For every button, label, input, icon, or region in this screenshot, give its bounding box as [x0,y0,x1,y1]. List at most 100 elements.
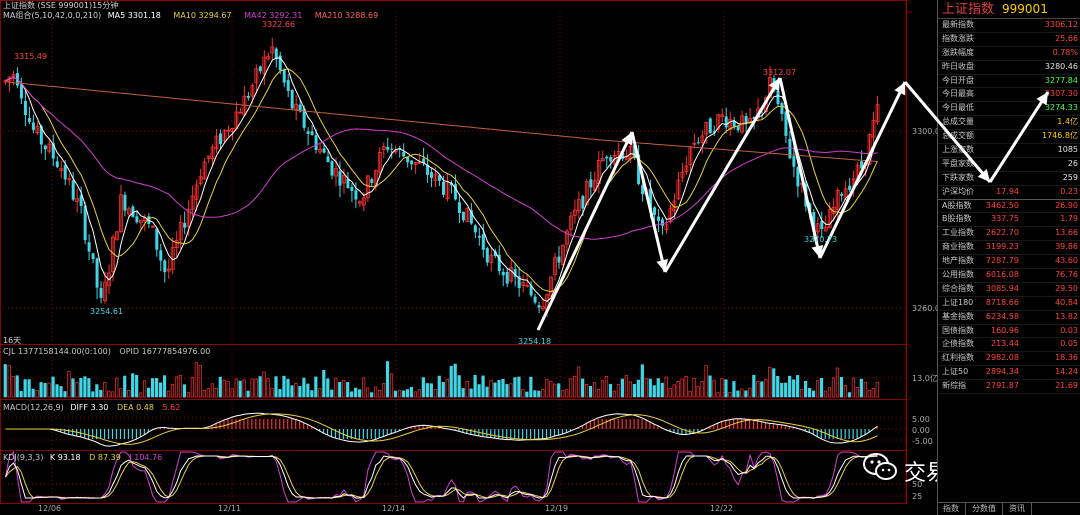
volume-bar [63,391,67,398]
index-label: B股指数 [942,214,972,224]
candle-body [616,151,621,156]
index-row[interactable]: 国债指数 160.96 0.03 [938,325,1080,339]
candle-body [422,158,426,164]
quote-row: 总成交额 1746.8亿 [938,130,1080,145]
volume-bar [338,381,342,398]
quote-value: 3274.33 [1044,103,1078,113]
candle-body [286,80,290,91]
quote-value: 0.78% [1052,47,1078,57]
volume-bar [135,374,139,398]
volume-bar [465,380,469,398]
candle-body [194,184,199,200]
volume-bar [847,392,851,398]
candle-body [354,190,358,200]
candle-body [637,154,641,185]
volume-bar [358,389,362,398]
index-row[interactable]: 红利指数 2982.08 18.36 [938,352,1080,367]
volume-bar [19,391,23,398]
high-label-2: 3322.66 [262,20,296,29]
candle-body [163,260,167,273]
quote-row: 下跌家数 259 [938,172,1080,186]
index-row[interactable]: 地产指数 7287.79 43.60 [938,255,1080,270]
index-label: 地产指数 [942,256,974,266]
index-row[interactable]: 公用指数 6016.08 76.76 [938,269,1080,283]
panel-tab-2[interactable]: 资讯 [1003,503,1032,515]
quote-value: 1746.8亿 [1042,131,1078,141]
volume-bar [55,384,59,398]
trend-arrow-line [778,77,822,259]
index-label: 国债指数 [942,325,974,335]
volume-bar [831,377,836,398]
volume-bar [306,383,310,398]
volume-name: CJL 1377158144.00(0:100) [3,347,111,356]
volume-bar [565,389,569,398]
candle-body [477,235,481,238]
index-label: 红利指数 [942,353,974,363]
quote-label: 总成交量 [942,117,974,127]
volume-bar [529,376,533,398]
candle-body [127,208,131,215]
index-label: 综合指数 [942,283,974,293]
volume-bar [115,377,119,398]
volume-bar [354,387,358,398]
macd-diff-line [5,412,878,447]
volume-bar [222,379,226,398]
date-label-1: 12/11 [218,504,242,513]
panel-tab-0[interactable]: 指数 [937,503,966,515]
hs-avg-row[interactable]: 沪深均价 17.94 0.23 [938,186,1080,200]
volume-bar [421,377,425,398]
candle-body [35,126,40,133]
quote-value: 1085 [1057,145,1078,155]
volume-bar [772,368,776,398]
volume-bar [827,387,832,398]
kline-chart[interactable] [0,0,936,515]
index-row[interactable]: 上证180 8718.66 40.84 [938,297,1080,311]
quote-label: 总成交额 [942,131,974,141]
volume-bar [588,386,593,398]
index-row[interactable]: B股指数 337.75 1.79 [938,213,1080,228]
candle-body [453,184,457,200]
index-row[interactable]: 新综指 2791.87 21.69 [938,380,1080,395]
candle-body [390,148,394,150]
macd-name: MACD(12,26,9) [3,403,64,412]
index-row[interactable]: A股指数 3462.50 26.90 [938,200,1080,214]
candle-body [183,222,187,228]
index-row[interactable]: 工业指数 2622.70 13.66 [938,227,1080,242]
volume-bar [429,383,433,398]
quote-row: 总成交量 1.4亿 [938,116,1080,131]
candle-body [788,138,792,159]
index-value: 2894.34 [985,367,1019,377]
volume-bar [401,390,406,398]
index-row[interactable]: 基金指数 6234.58 13.82 [938,311,1080,325]
candle-body [792,156,796,167]
volume-bar [732,381,736,398]
ma210-line [5,81,878,162]
volume-bar [501,378,505,398]
candle-body [752,116,756,120]
candle-body [461,211,465,221]
candle-body [489,254,494,263]
volume-bar [15,375,19,398]
wechat-icon [863,453,897,480]
chart-area[interactable]: 上证指数 (SSE 999001)15分钟 MA组合(5,10,42,0,0,2… [0,0,945,515]
volume-bar [274,376,278,398]
index-row[interactable]: 综合指数 3085.94 29.50 [938,283,1080,297]
candle-body [142,217,147,221]
volume-bar [569,378,573,398]
index-row[interactable]: 商业指数 3199.23 39.86 [938,241,1080,256]
candle-body [99,287,103,298]
kdj-header: KDJ(9,3,3) K 93.18 D 87.39 J 104.76 [3,453,162,463]
volume-bar [206,388,210,398]
index-row[interactable]: 企债指数 213.44 0.05 [938,338,1080,353]
volume-bar [7,365,11,398]
index-value: 2982.08 [985,353,1019,363]
volume-bar [584,384,589,398]
volume-bar [131,373,135,398]
volume-bar [79,377,83,398]
volume-bar [314,376,318,398]
volume-bar [604,375,609,398]
index-row[interactable]: 上证50 2894.34 14.24 [938,366,1080,381]
candle-body [166,268,171,272]
panel-tab-1[interactable]: 分数值 [966,503,1003,515]
volume-bar [708,375,712,398]
